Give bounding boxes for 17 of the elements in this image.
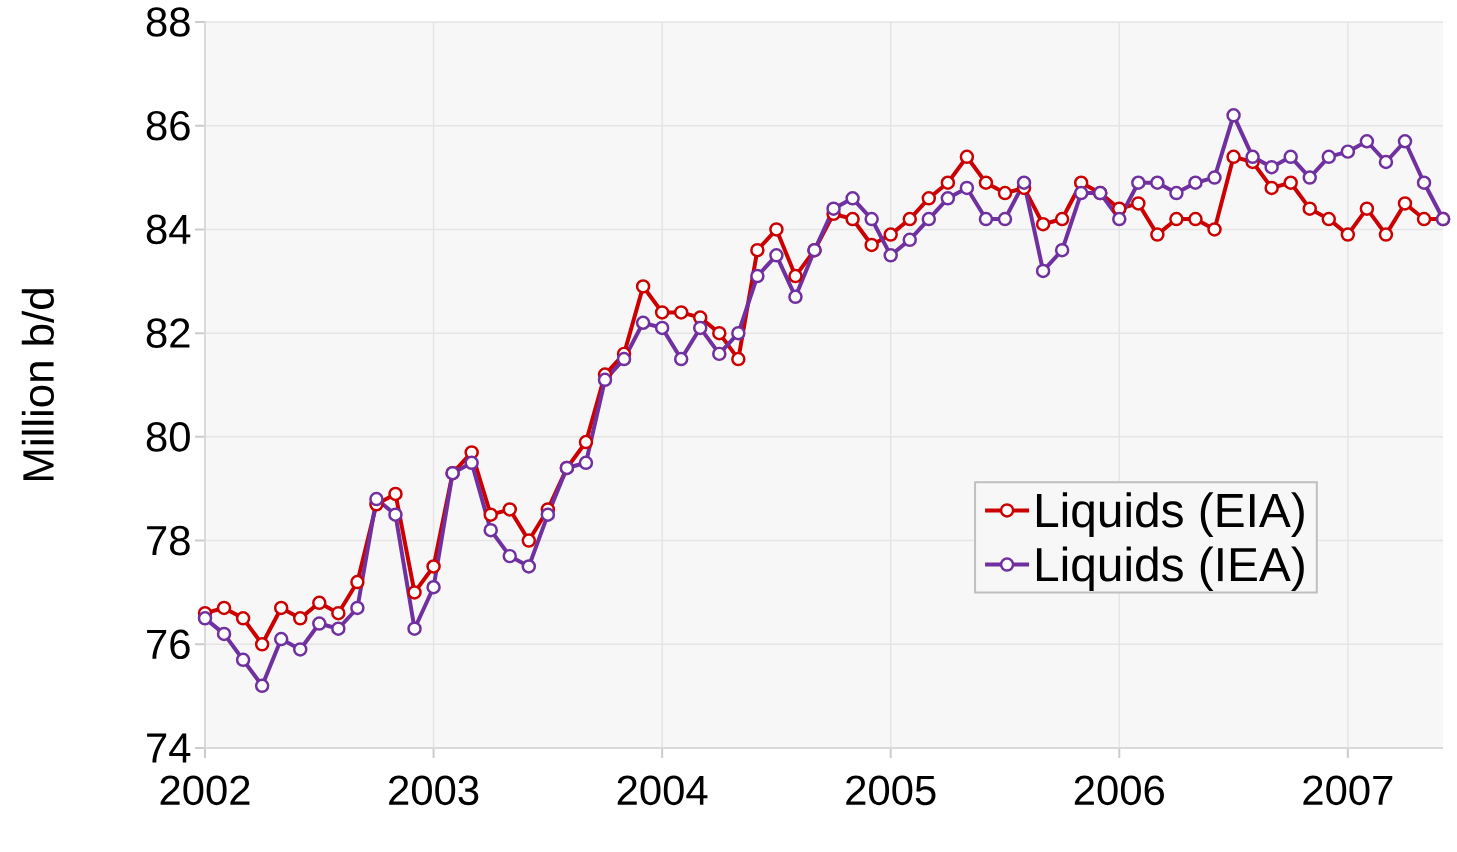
x-tick-label: 2002: [160, 775, 250, 806]
y-tick-label: 78: [147, 525, 190, 556]
y-axis-title: Million b/d: [21, 289, 54, 481]
y-tick-label: 82: [146, 318, 190, 348]
y-tick-label: 74: [147, 733, 191, 763]
y-tick-label: 88: [146, 7, 190, 37]
y-tick-label: 86: [146, 110, 190, 141]
y-tick-label: 76: [147, 629, 190, 660]
x-tick-label: 2005: [846, 775, 936, 806]
y-tick-label: 84: [146, 214, 191, 245]
legend-label: Liquids (IEA): [1036, 546, 1304, 592]
y-tick-label: 80: [146, 422, 190, 452]
legend-label: Liquids (EIA): [1036, 492, 1304, 537]
x-tick-label: 2007: [1303, 775, 1393, 806]
x-tick-label: 2003: [389, 775, 479, 806]
x-tick-label: 2006: [1074, 775, 1164, 806]
x-tick-label: 2004: [617, 775, 708, 806]
